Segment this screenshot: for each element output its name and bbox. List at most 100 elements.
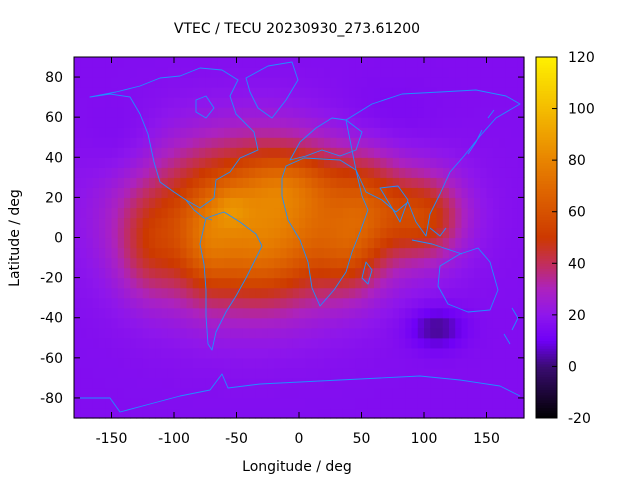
heatmap-cell [155, 387, 163, 399]
heatmap-cell [192, 377, 200, 389]
heatmap-cell [274, 87, 281, 98]
heatmap-cell [492, 267, 500, 279]
heatmap-cell [74, 337, 81, 349]
heatmap-cell [349, 137, 356, 148]
heatmap-cell [117, 67, 125, 78]
heatmap-cell [224, 327, 231, 339]
colorbar-segment [536, 64, 557, 68]
heatmap-cell [86, 217, 94, 229]
heatmap-cell [517, 147, 525, 158]
heatmap-cell [336, 157, 344, 168]
heatmap-cell [249, 87, 256, 98]
heatmap-cell [474, 347, 481, 359]
heatmap-cell [492, 357, 500, 369]
heatmap-cell [461, 387, 469, 399]
heatmap-cell [424, 217, 431, 229]
heatmap-cell [117, 267, 125, 279]
heatmap-cell [367, 157, 375, 168]
colorbar-segment [536, 402, 557, 406]
heatmap-cell [442, 367, 450, 379]
heatmap-cell [142, 357, 150, 369]
heatmap-cell [405, 337, 413, 349]
heatmap-cell [317, 187, 325, 198]
colorbar-segment [536, 75, 557, 79]
heatmap-cell [217, 377, 225, 389]
heatmap-cell [355, 387, 363, 399]
heatmap-cell [117, 297, 125, 309]
heatmap-cell [417, 257, 425, 269]
heatmap-cell [442, 67, 450, 78]
heatmap-cell [330, 247, 338, 259]
heatmap-cell [367, 307, 375, 319]
heatmap-cell [455, 57, 463, 68]
heatmap-cell [374, 177, 381, 188]
heatmap-cell [455, 407, 463, 419]
heatmap-cell [455, 367, 463, 379]
heatmap-cell [124, 137, 131, 148]
heatmap-cell [417, 117, 425, 128]
heatmap-cell [311, 77, 319, 88]
heatmap-cell [424, 107, 431, 118]
heatmap-cell [217, 217, 225, 229]
coastline-overlay [74, 61, 521, 413]
heatmap-cell [336, 167, 344, 178]
heatmap-cell [380, 217, 388, 229]
heatmap-cell [311, 187, 319, 198]
heatmap-cell [399, 67, 406, 78]
heatmap-cell [349, 217, 356, 229]
colorbar-segment [536, 294, 557, 298]
heatmap-cell [124, 167, 131, 178]
heatmap-cell [467, 187, 475, 198]
heatmap-cell [492, 317, 500, 329]
heatmap-cell [430, 147, 438, 158]
heatmap-cell [99, 207, 106, 219]
heatmap-cell [417, 307, 425, 319]
heatmap-cell [286, 247, 294, 259]
heatmap-cell [174, 407, 181, 419]
heatmap-cell [511, 137, 519, 148]
heatmap-cell [355, 237, 363, 249]
heatmap-cell [80, 157, 88, 168]
heatmap-cell [286, 237, 294, 249]
heatmap-cell [486, 327, 494, 339]
heatmap-cell [74, 137, 81, 148]
heatmap-cell [461, 287, 469, 299]
heatmap-cell [480, 357, 488, 369]
heatmap-cell [230, 237, 238, 249]
heatmap-cell [417, 317, 425, 329]
heatmap-cell [274, 297, 281, 309]
heatmap-cell [230, 147, 238, 158]
heatmap-cell [367, 67, 375, 78]
colorbar-segment [536, 95, 557, 99]
colorbar-segment [536, 118, 557, 122]
heatmap-cell [367, 77, 375, 88]
heatmap-cell [92, 377, 100, 389]
heatmap-cell [330, 307, 338, 319]
heatmap-cell [255, 187, 263, 198]
heatmap-cell [105, 287, 113, 299]
colorbar-segment [536, 387, 557, 391]
heatmap-cell [461, 237, 469, 249]
colorbar-segment [536, 301, 557, 306]
heatmap-cell [349, 227, 356, 239]
heatmap-cell [386, 97, 394, 108]
heatmap-cell [442, 167, 450, 178]
heatmap-cell [242, 357, 250, 369]
heatmap-cell [461, 367, 469, 379]
colorbar-segment [536, 188, 557, 192]
heatmap-cell [392, 137, 400, 148]
heatmap-cell [267, 247, 275, 259]
heatmap-cell [242, 117, 250, 128]
heatmap-cell [80, 197, 88, 209]
heatmap-cell [417, 347, 425, 359]
colorbar-segment [536, 276, 557, 280]
heatmap-cell [174, 77, 181, 88]
heatmap-cell [192, 387, 200, 399]
heatmap-cell [267, 157, 275, 168]
heatmap-cell [255, 307, 263, 319]
heatmap-cell [180, 327, 188, 339]
colorbar-segment [536, 152, 557, 156]
heatmap-cell [292, 237, 300, 249]
heatmap-cell [205, 367, 213, 379]
heatmap-cell [474, 407, 481, 419]
